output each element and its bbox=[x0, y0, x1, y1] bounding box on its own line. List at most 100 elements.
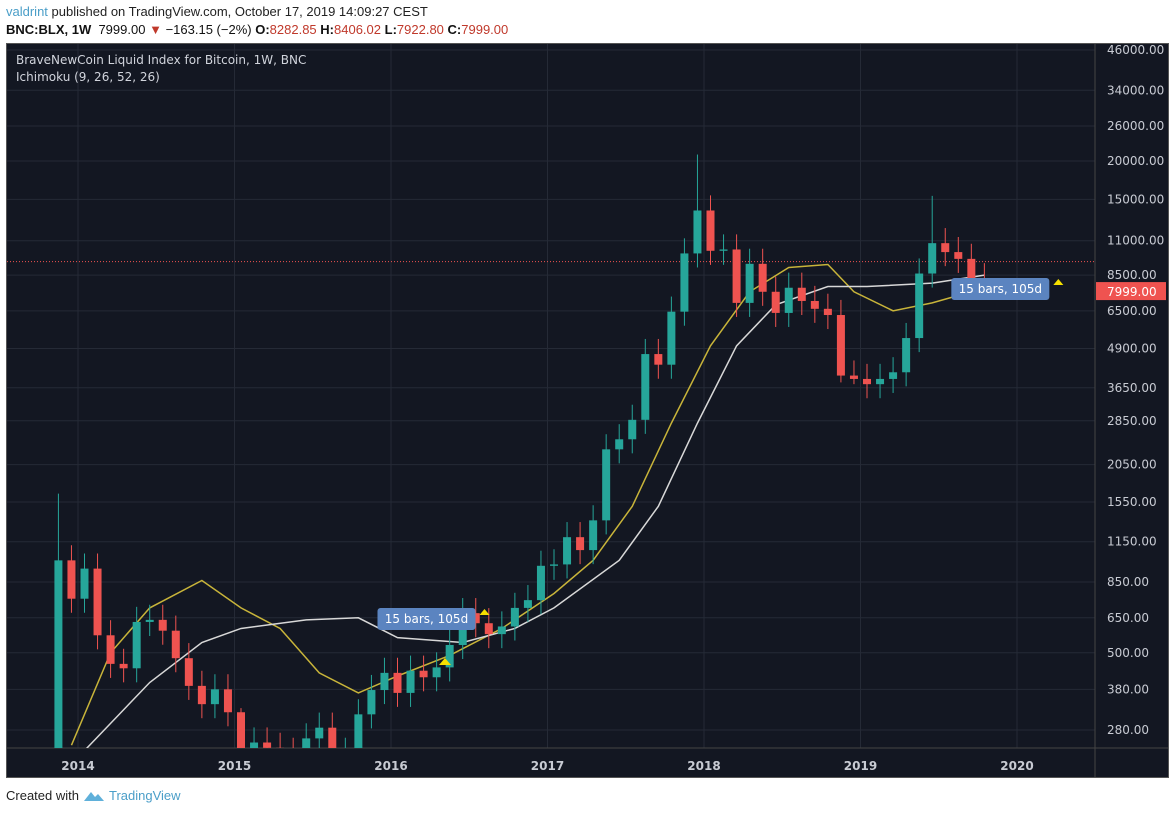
candle-body bbox=[823, 308, 832, 316]
candle-body bbox=[145, 619, 154, 622]
footer: Created with TradingView bbox=[6, 788, 181, 803]
ohlc-bar: BNC:BLX, 1W 7999.00 ▼ −163.15 (−2%) O:82… bbox=[6, 22, 508, 37]
measure-label: 15 bars, 105d bbox=[385, 612, 468, 626]
candle-body bbox=[928, 243, 937, 274]
high-value: 8406.02 bbox=[334, 22, 382, 37]
y-tick-label: 650.00 bbox=[1107, 611, 1149, 625]
candle-body bbox=[184, 658, 193, 686]
open-value: 8282.85 bbox=[269, 22, 317, 37]
x-tick-label: 2019 bbox=[844, 759, 877, 773]
candle-body bbox=[328, 727, 337, 748]
candle-body bbox=[210, 689, 219, 705]
candle-body bbox=[119, 663, 128, 669]
candle-body bbox=[849, 375, 858, 379]
candle-body bbox=[367, 690, 376, 715]
x-tick-label: 2020 bbox=[1000, 759, 1033, 773]
measure-label-bg bbox=[951, 278, 1050, 300]
candle-body bbox=[915, 273, 924, 339]
candle-body bbox=[693, 210, 702, 254]
candle-body bbox=[719, 249, 728, 251]
y-tick-label: 26000.00 bbox=[1107, 119, 1164, 133]
candle-body bbox=[563, 537, 572, 565]
candle-body bbox=[836, 315, 845, 376]
y-tick-label: 15000.00 bbox=[1107, 192, 1164, 206]
last-price-badge bbox=[1096, 282, 1166, 301]
last-price-label: 7999.00 bbox=[1107, 285, 1157, 299]
tradingview-link[interactable]: TradingView bbox=[108, 788, 181, 803]
candle-body bbox=[237, 712, 245, 748]
candle-body bbox=[863, 378, 871, 385]
y-tick-label: 4900.00 bbox=[1107, 342, 1157, 356]
candle-body bbox=[680, 253, 689, 312]
candle-body bbox=[471, 613, 480, 624]
candle-body bbox=[810, 300, 819, 309]
price-change: −163.15 (−2%) bbox=[165, 22, 252, 37]
y-tick-label: 20000.00 bbox=[1107, 154, 1164, 168]
candle-body bbox=[197, 685, 206, 705]
candle-body bbox=[106, 635, 115, 664]
candle-body bbox=[510, 607, 519, 627]
candle-body bbox=[602, 449, 611, 521]
candle-body bbox=[941, 243, 950, 253]
author-link[interactable]: valdrint bbox=[6, 4, 48, 19]
candle-body bbox=[784, 287, 793, 313]
candle-body bbox=[276, 747, 285, 748]
y-tick-label: 6500.00 bbox=[1107, 304, 1157, 318]
close-label: C: bbox=[447, 22, 462, 37]
symbol: BNC:BLX, 1W bbox=[6, 22, 92, 37]
yellow-triangle-marker bbox=[439, 658, 451, 665]
y-tick-label: 1550.00 bbox=[1107, 495, 1157, 509]
candle-body bbox=[758, 263, 767, 292]
candle-body bbox=[41, 775, 49, 777]
candle-body bbox=[550, 564, 558, 566]
candle-body bbox=[80, 568, 89, 599]
chart-legend: BraveNewCoin Liquid Index for Bitcoin, 1… bbox=[16, 52, 306, 86]
x-tick-label: 2015 bbox=[218, 759, 251, 773]
candle-body bbox=[315, 727, 324, 739]
x-tick-label: 2016 bbox=[374, 759, 407, 773]
close-value: 7999.00 bbox=[461, 22, 509, 37]
candle-body bbox=[771, 291, 780, 313]
candle-body bbox=[484, 623, 493, 635]
y-tick-label: 1150.00 bbox=[1107, 535, 1157, 549]
low-label: L: bbox=[384, 22, 397, 37]
candle-body bbox=[497, 626, 506, 635]
y-tick-label: 8500.00 bbox=[1107, 268, 1157, 282]
candle-body bbox=[967, 258, 976, 279]
created-with-text: Created with bbox=[6, 788, 79, 803]
x-tick-label: 2018 bbox=[687, 759, 720, 773]
candle-body bbox=[354, 714, 363, 748]
candle-body bbox=[54, 560, 63, 748]
high-label: H: bbox=[320, 22, 335, 37]
candle-body bbox=[654, 354, 663, 365]
x-tick-label: 2014 bbox=[61, 759, 94, 773]
candle-body bbox=[302, 738, 311, 748]
y-tick-label: 850.00 bbox=[1107, 575, 1149, 589]
measure-label: 15 bars, 105d bbox=[959, 282, 1042, 296]
candle-body bbox=[223, 689, 232, 713]
publish-info: valdrint published on TradingView.com, O… bbox=[6, 4, 428, 19]
yellow-triangle-marker bbox=[1053, 279, 1064, 285]
candle-body bbox=[706, 210, 715, 251]
candle-body bbox=[628, 419, 637, 440]
candle-body bbox=[93, 568, 102, 636]
candle-body bbox=[797, 287, 806, 301]
y-tick-label: 11000.00 bbox=[1107, 234, 1164, 248]
series-title: BraveNewCoin Liquid Index for Bitcoin, 1… bbox=[16, 53, 307, 67]
candle-body bbox=[132, 621, 141, 669]
y-tick-label: 34000.00 bbox=[1107, 83, 1164, 97]
candle-body bbox=[250, 742, 259, 748]
span-b-line bbox=[85, 274, 985, 748]
candle-body bbox=[432, 667, 441, 678]
candle-body bbox=[523, 600, 532, 608]
candle-body bbox=[445, 644, 454, 668]
candle-body bbox=[641, 354, 650, 420]
y-tick-label: 500.00 bbox=[1107, 646, 1149, 660]
candle-body bbox=[341, 753, 349, 756]
indicator-title[interactable]: Ichimoku (9, 26, 52, 26) bbox=[16, 70, 160, 84]
candle-body bbox=[158, 619, 167, 631]
candle-body bbox=[732, 249, 741, 303]
price-chart[interactable]: 46000.00 34000.00 26000.00 20000.00 15000.00… bbox=[7, 44, 1168, 777]
chart-panel[interactable]: 46000.00 34000.00 26000.00 20000.00 15000.00… bbox=[6, 43, 1169, 778]
candle-body bbox=[576, 537, 585, 551]
